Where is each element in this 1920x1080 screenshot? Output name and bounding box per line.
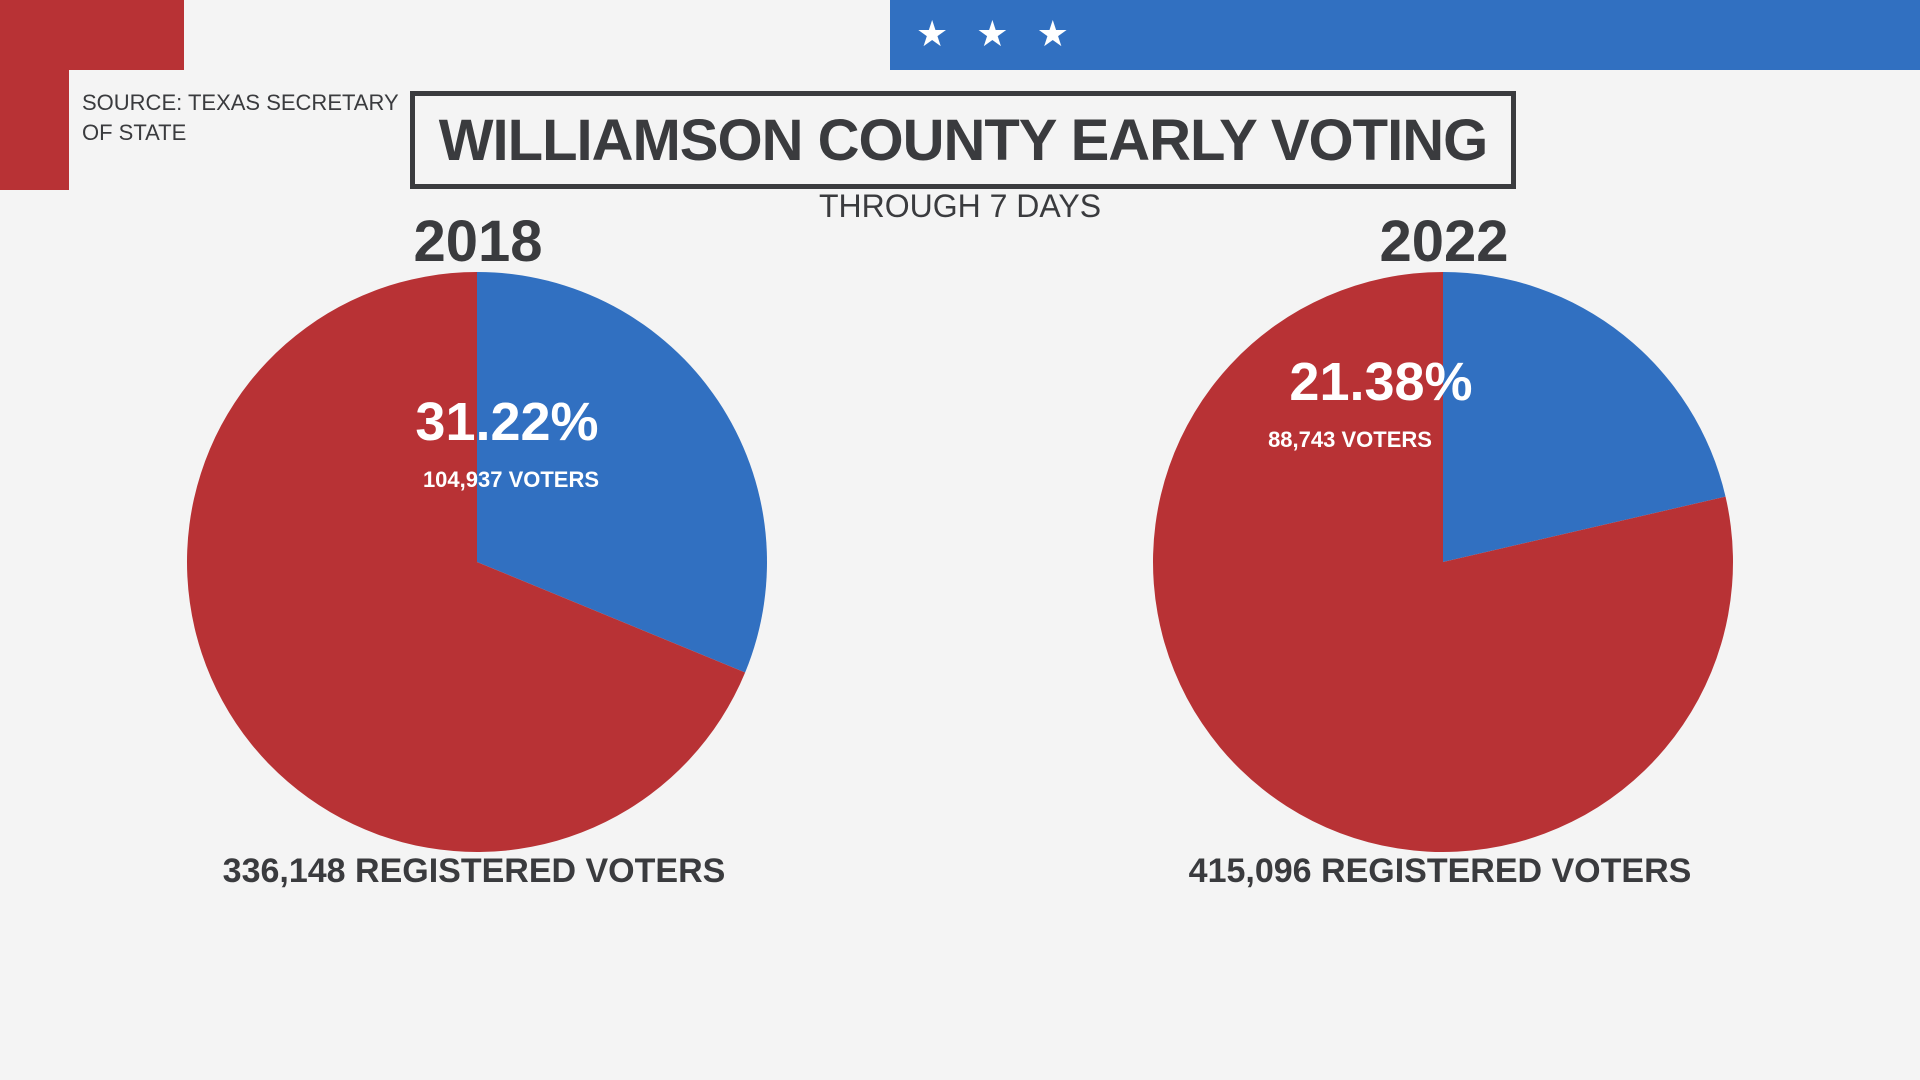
pie-chart-2022: 21.38% 88,743 VOTERS [1152, 272, 1733, 852]
pie-2022-title: 2022 [1379, 209, 1509, 274]
pie-2022-registered-voters: 415,096 REGISTERED VOTERS [1188, 852, 1692, 890]
star-icon: ★ [1036, 14, 1069, 55]
blue-star-banner: ★ ★ ★ [890, 0, 1920, 70]
star-icon: ★ [976, 14, 1009, 55]
source-note: SOURCE: TEXAS SECRETARY OF STATE [82, 90, 399, 145]
pie-2018-slice-not-voted [186, 272, 746, 852]
page-title: WILLIAMSON COUNTY EARLY VOTING [438, 107, 1488, 173]
pie-2022-slice-not-voted [1152, 272, 1733, 852]
pie-2018-registered-voters: 336,148 REGISTERED VOTERS [222, 852, 726, 890]
pie-2018-percent-label: 31.22% [415, 392, 598, 452]
page-subtitle: THROUGH 7 DAYS [818, 188, 1102, 224]
pie-2018-voters-label: 104,937 VOTERS [423, 467, 599, 492]
pie-2018-title: 2018 [413, 209, 543, 274]
pie-2022-percent-label: 21.38% [1289, 352, 1472, 412]
pie-2018-slice-voted [477, 272, 767, 673]
red-corner-accent-side [0, 0, 69, 190]
pie-2022-slice-voted [1443, 272, 1726, 562]
pie-chart-2018: 31.22% 104,937 VOTERS [186, 272, 767, 852]
star-icon: ★ [916, 14, 949, 55]
pie-2022-voters-label: 88,743 VOTERS [1268, 427, 1432, 452]
title-box: WILLIAMSON COUNTY EARLY VOTING [410, 91, 1516, 189]
